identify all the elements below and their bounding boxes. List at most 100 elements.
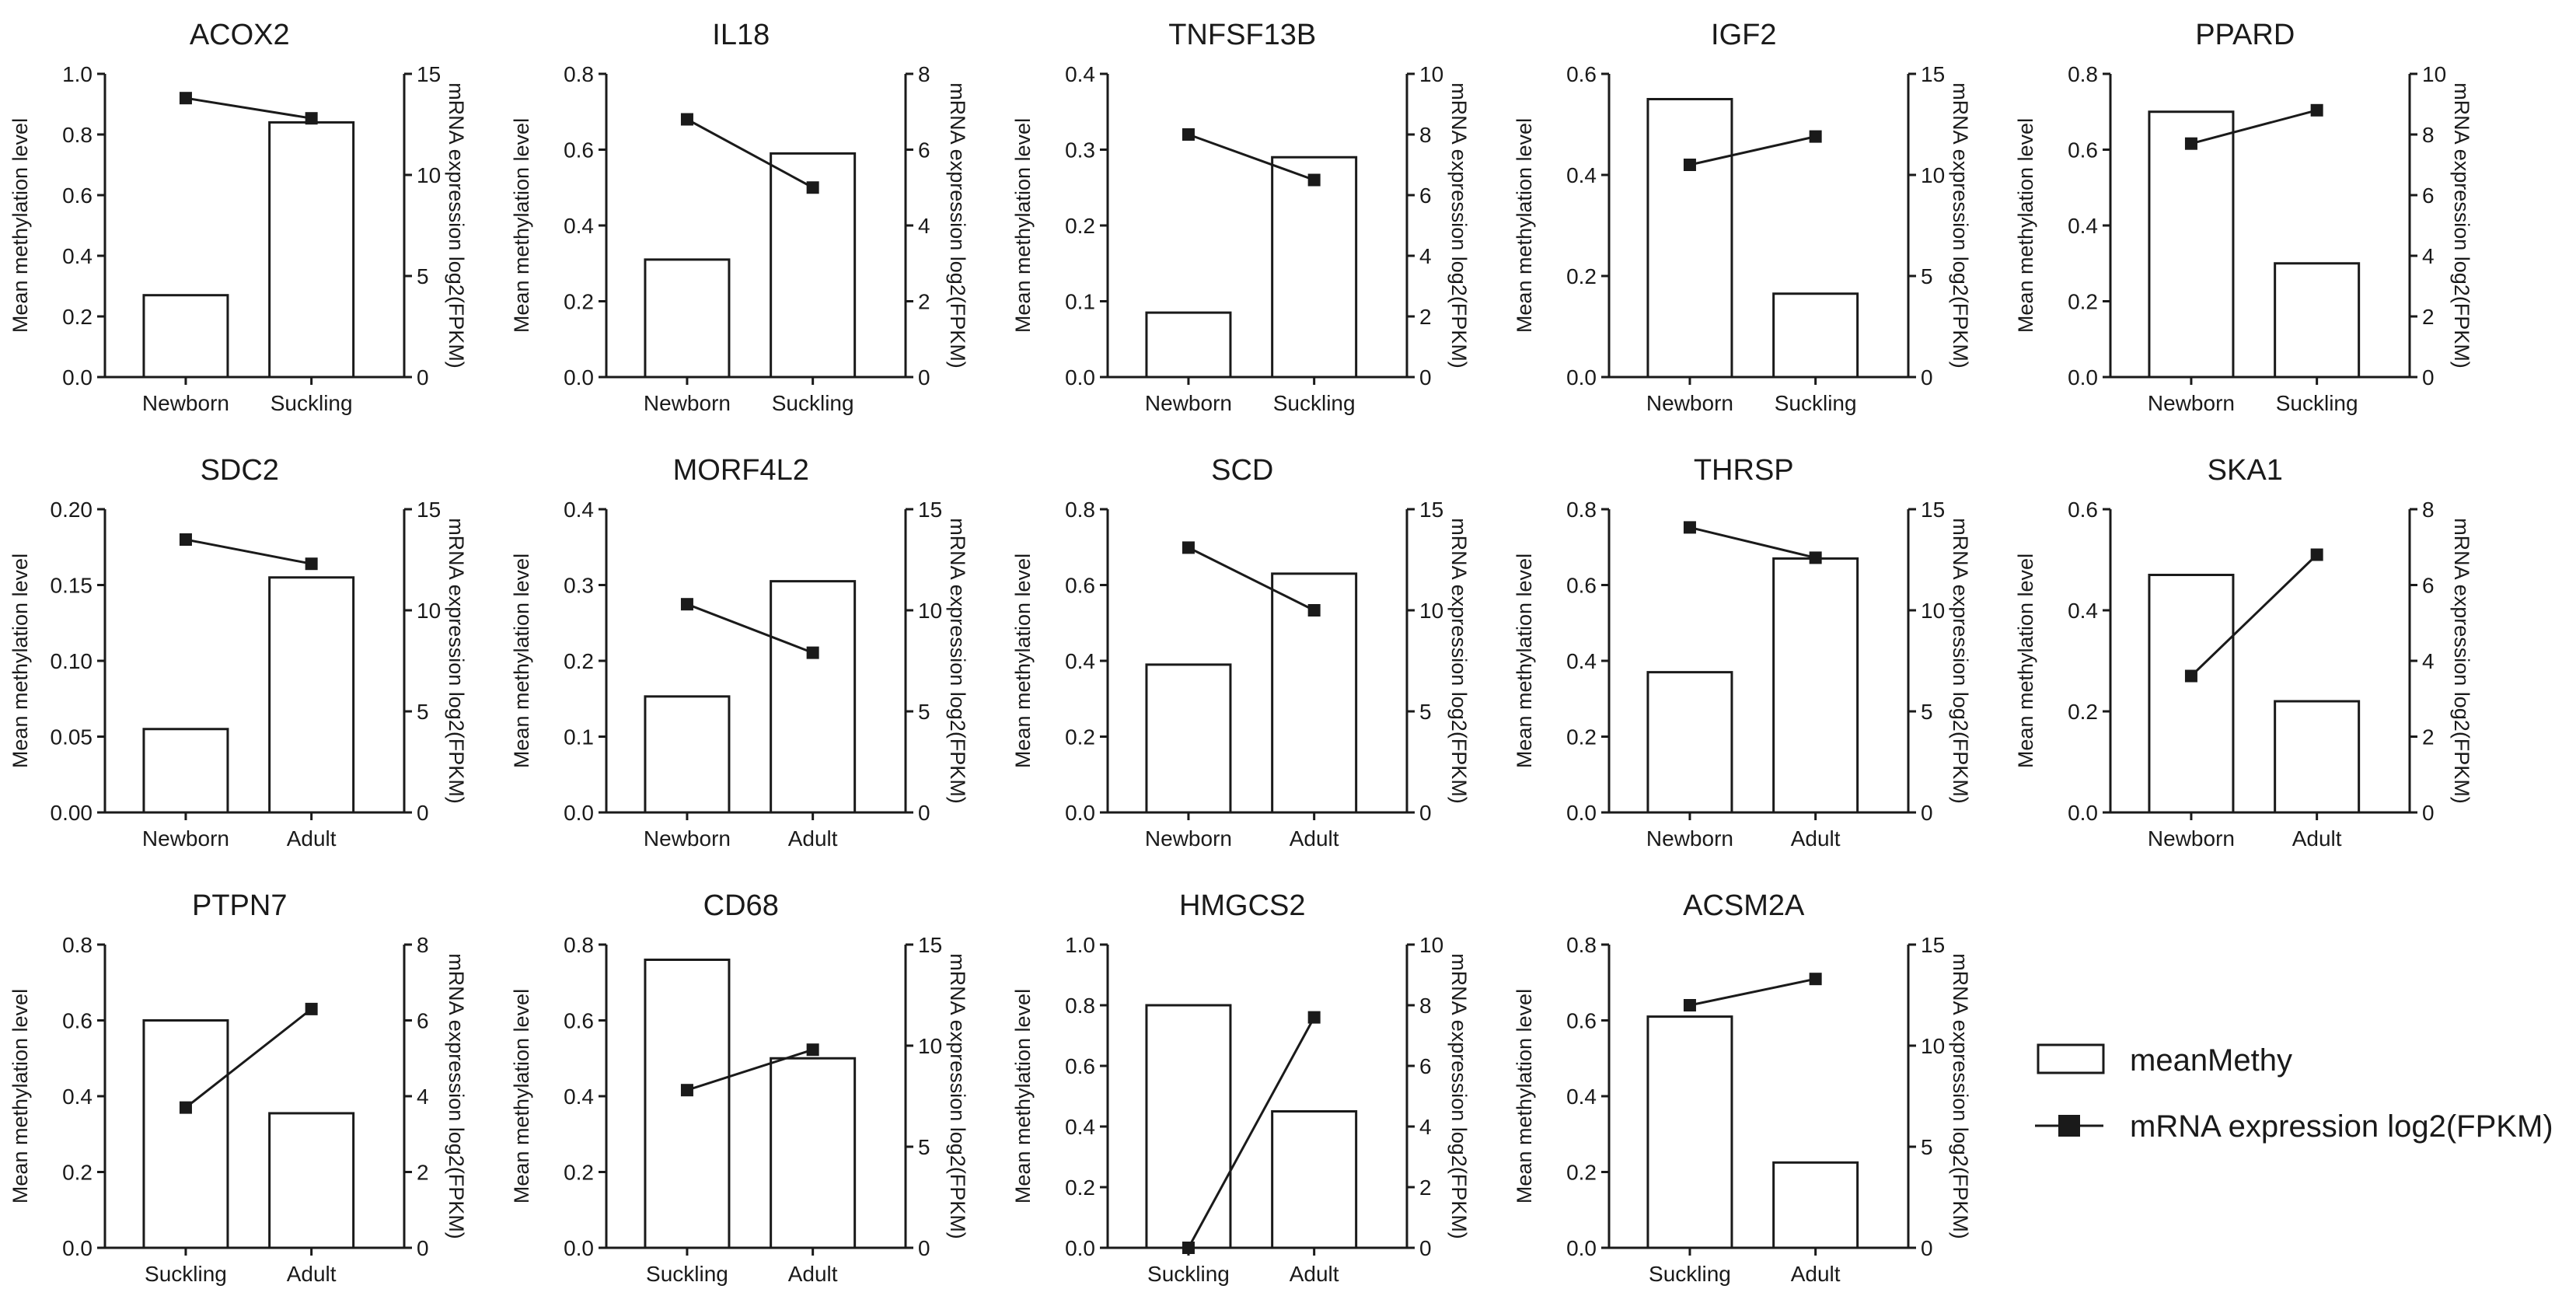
left-tick-label: 0.6 [564,138,594,162]
mrna-expression-line [686,603,814,654]
left-tick-label: 0.4 [1566,1085,1597,1109]
methylation-bar [1145,1004,1232,1249]
panel-title: IL18 [712,19,770,51]
mrna-expression-line [686,1048,814,1092]
category-label: Adult [287,1262,337,1286]
left-tick-label: 0.6 [564,1009,594,1033]
right-tick-label: 10 [1419,62,1443,86]
left-tick-label: 0.0 [2068,365,2098,390]
left-axis-title: Mean methylation level [1011,989,1035,1203]
category-label: Newborn [2148,391,2235,415]
left-tick-label: 0.2 [62,1161,92,1185]
left-tick-label: 0.0 [1566,801,1597,825]
mrna-expression-line [1689,526,1817,559]
left-tick-label: 0.4 [564,498,594,522]
left-tick-label: 0.4 [1065,62,1095,86]
left-tick-label: 0.6 [1566,1009,1597,1033]
methylation-bar [1646,98,1733,379]
right-tick-label: 0 [918,801,930,825]
methylation-bar [1772,292,1859,379]
left-tick-label: 0.6 [62,1009,92,1033]
legend-line-marker [2058,1115,2080,1137]
right-tick-label: 8 [918,62,930,86]
left-tick-label: 0.1 [1065,290,1095,314]
category-label: Newborn [1145,826,1232,851]
right-tick-label: 5 [1921,700,1933,724]
right-tick-label: 5 [918,700,930,724]
panel-title: PPARD [2195,19,2295,51]
right-tick-label: 0 [417,365,429,390]
right-tick-label: 8 [2422,123,2435,147]
mrna-expression-line [686,118,814,189]
right-tick-label: 0 [2422,365,2435,390]
methylation-bar [1646,671,1733,814]
mrna-expression-point [179,533,192,546]
mrna-expression-point [806,646,819,659]
right-tick-label: 4 [2422,244,2435,268]
mrna-expression-point [1182,541,1195,554]
left-tick-label: 0.3 [1065,138,1095,162]
right-tick-label: 6 [2422,183,2435,208]
mrna-expression-line [1689,977,1816,1007]
right-tick-label: 6 [1419,1054,1432,1078]
chart-panel: MORF4L2 0.0 0.1 0.2 0.3 0.4 0 5 10 15 Newborn Adult… [510,454,969,851]
right-tick-label: 0 [1419,1236,1432,1260]
mrna-expression-point [1307,173,1321,187]
panel-title: THRSP [1694,454,1794,487]
mrna-expression-point [1683,999,1696,1011]
right-tick-label: 15 [417,498,441,522]
left-tick-label: 0.2 [564,649,594,673]
mrna-expression-line [1188,133,1315,181]
right-tick-label: 10 [2422,62,2446,86]
left-tick-label: 0.4 [2068,214,2098,238]
category-label: Adult [788,1262,838,1286]
right-tick-label: 10 [918,1034,942,1058]
right-tick-label: 0 [1921,1236,1933,1260]
methylation-bar [770,1057,857,1249]
mrna-expression-point [1809,973,1822,986]
panel-title: PTPN7 [192,889,287,922]
panel-title: MORF4L2 [673,454,809,487]
chart-panel: ACOX2 0.0 0.2 0.4 0.6 0.8 1.0 0 5 10 15 Newborn Suck… [9,19,468,415]
right-tick-label: 15 [417,62,441,86]
right-tick-label: 5 [1419,700,1432,724]
methylation-bar [1772,1161,1859,1249]
mrna-expression-line [185,538,312,565]
mrna-expression-line [185,1008,312,1109]
right-tick-label: 4 [417,1085,429,1109]
right-tick-label: 2 [417,1161,429,1185]
left-tick-label: 1.0 [1065,933,1095,957]
panel-title: SKA1 [2208,454,2283,487]
left-tick-label: 0.8 [1065,994,1095,1018]
left-tick-label: 0.00 [51,801,93,825]
left-tick-label: 0.2 [2068,700,2098,724]
left-tick-label: 0.0 [62,1236,92,1260]
right-tick-label: 5 [1921,1135,1933,1159]
right-axis-title: mRNA expression log2(FPKM) [1949,82,1972,369]
left-tick-label: 0.4 [62,244,92,268]
right-axis-title: mRNA expression log2(FPKM) [445,518,468,804]
left-tick-label: 0.6 [1065,1054,1095,1078]
mrna-expression-point [1307,604,1321,617]
chart-panel: HMGCS2 0.0 0.2 0.4 0.6 0.8 1.0 0 2 4 6 8 10 Suckling A… [1011,889,1471,1286]
mrna-expression-point [680,113,693,126]
category-label: Suckling [646,1262,728,1286]
category-label: Adult [1791,1262,1841,1286]
mrna-expression-line [2190,109,2318,145]
left-tick-label: 0.6 [2068,138,2098,162]
right-tick-label: 6 [918,138,930,162]
right-tick-label: 4 [918,214,930,238]
chart-panel: ACSM2A 0.0 0.2 0.4 0.6 0.8 0 5 10 15 Suckling Adult… [1513,889,1972,1286]
category-label: Suckling [1649,1262,1731,1286]
right-axis-title: mRNA expression log2(FPKM) [1447,82,1471,369]
right-tick-label: 15 [1921,62,1945,86]
left-axis-title: Mean methylation level [1513,989,1536,1203]
left-tick-label: 0.6 [1566,574,1597,598]
methylation-bar [268,576,355,814]
left-tick-label: 0.0 [1065,1236,1095,1260]
category-label: Suckling [271,391,353,415]
methylation-bar [1271,1110,1358,1249]
left-tick-label: 0.0 [564,1236,594,1260]
left-axis-title: Mean methylation level [2014,554,2037,768]
mrna-expression-line [1188,547,1315,612]
